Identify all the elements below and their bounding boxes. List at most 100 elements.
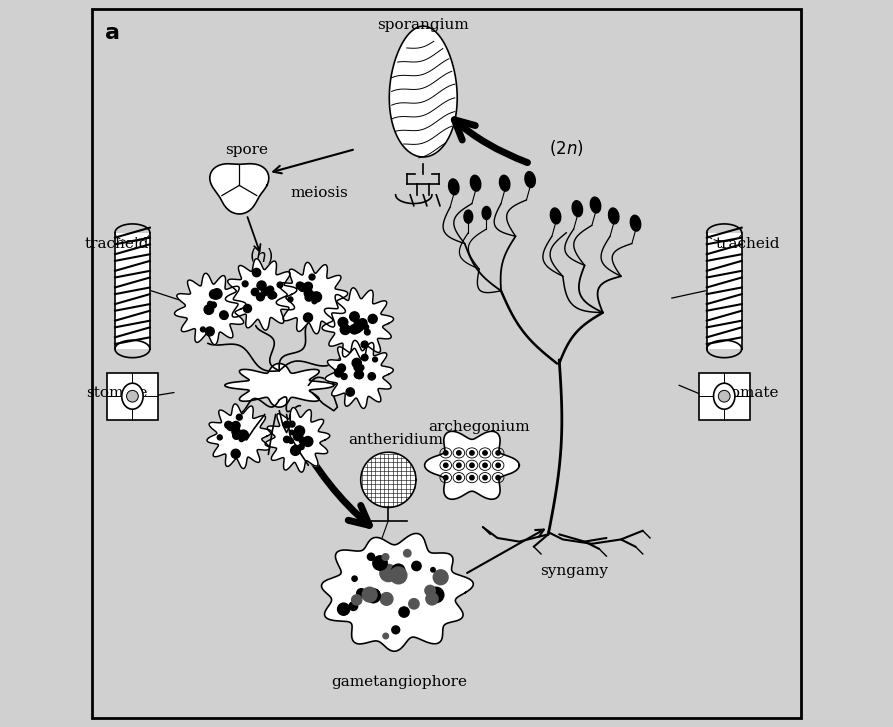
Circle shape	[253, 268, 261, 277]
Ellipse shape	[550, 208, 561, 224]
Circle shape	[221, 312, 228, 319]
Circle shape	[433, 570, 448, 585]
Polygon shape	[210, 164, 269, 214]
Circle shape	[355, 364, 361, 371]
Circle shape	[296, 282, 304, 289]
Circle shape	[412, 561, 421, 571]
Polygon shape	[425, 431, 519, 499]
Polygon shape	[276, 262, 347, 334]
Polygon shape	[325, 340, 393, 409]
Circle shape	[299, 438, 306, 444]
Circle shape	[444, 475, 448, 480]
Text: $(2n)$: $(2n)$	[549, 137, 584, 158]
Text: meiosis: meiosis	[290, 185, 348, 200]
Circle shape	[257, 281, 266, 290]
Circle shape	[358, 318, 367, 328]
Text: stomate: stomate	[86, 385, 147, 400]
Ellipse shape	[464, 210, 472, 223]
Circle shape	[346, 387, 355, 396]
Polygon shape	[174, 273, 246, 345]
Circle shape	[362, 354, 368, 361]
Polygon shape	[207, 404, 271, 468]
Circle shape	[220, 311, 228, 319]
Circle shape	[341, 374, 347, 379]
Circle shape	[409, 598, 419, 609]
Circle shape	[429, 587, 444, 603]
Circle shape	[496, 463, 500, 467]
Ellipse shape	[127, 390, 138, 402]
Polygon shape	[265, 408, 330, 472]
Circle shape	[298, 444, 305, 450]
Circle shape	[227, 422, 235, 430]
Circle shape	[267, 286, 273, 293]
Circle shape	[307, 289, 313, 294]
Circle shape	[239, 437, 244, 441]
Circle shape	[312, 299, 317, 304]
Circle shape	[404, 550, 411, 557]
Circle shape	[235, 427, 239, 433]
Circle shape	[366, 589, 380, 603]
Ellipse shape	[572, 201, 582, 217]
Ellipse shape	[590, 197, 601, 213]
Circle shape	[205, 327, 214, 336]
Circle shape	[238, 430, 248, 441]
Circle shape	[338, 603, 350, 615]
Circle shape	[305, 289, 312, 297]
Text: gametangiophore: gametangiophore	[331, 675, 467, 689]
Circle shape	[392, 626, 400, 634]
Circle shape	[211, 302, 216, 308]
Circle shape	[206, 307, 213, 313]
Circle shape	[309, 274, 315, 280]
Circle shape	[368, 314, 377, 324]
Bar	[115, 233, 150, 349]
Ellipse shape	[482, 206, 491, 220]
Circle shape	[399, 607, 409, 617]
Text: tracheid: tracheid	[84, 236, 149, 251]
Circle shape	[231, 449, 240, 458]
Text: archegonium: archegonium	[429, 419, 530, 434]
Circle shape	[262, 287, 269, 294]
Text: antheridium: antheridium	[348, 433, 443, 447]
Circle shape	[383, 633, 388, 639]
Circle shape	[372, 357, 378, 362]
Circle shape	[496, 451, 500, 455]
Circle shape	[225, 422, 232, 428]
Circle shape	[352, 576, 357, 582]
Circle shape	[390, 567, 407, 584]
Circle shape	[430, 568, 435, 572]
Circle shape	[338, 364, 346, 372]
Text: syngamy: syngamy	[539, 563, 608, 578]
Circle shape	[305, 294, 313, 301]
Text: sporangium: sporangium	[378, 18, 469, 33]
Circle shape	[268, 291, 276, 299]
Circle shape	[295, 426, 305, 436]
Circle shape	[358, 326, 363, 331]
Circle shape	[349, 602, 358, 611]
Circle shape	[251, 289, 259, 296]
Ellipse shape	[121, 383, 143, 409]
Circle shape	[444, 463, 448, 467]
Circle shape	[364, 329, 371, 335]
Circle shape	[382, 554, 388, 561]
Text: $(n)$: $(n)$	[249, 246, 273, 266]
Circle shape	[221, 313, 227, 318]
Circle shape	[217, 435, 222, 440]
Circle shape	[354, 326, 361, 333]
Circle shape	[355, 321, 359, 325]
Circle shape	[340, 324, 350, 334]
Circle shape	[232, 428, 239, 435]
Circle shape	[425, 585, 435, 595]
Circle shape	[277, 282, 283, 288]
Circle shape	[380, 564, 397, 582]
Circle shape	[356, 589, 366, 598]
Circle shape	[298, 284, 306, 292]
Text: stomate: stomate	[717, 385, 779, 400]
Circle shape	[232, 422, 240, 430]
Circle shape	[470, 475, 474, 480]
Circle shape	[483, 463, 488, 467]
Circle shape	[288, 439, 294, 443]
Polygon shape	[225, 364, 334, 407]
Circle shape	[350, 324, 359, 334]
Circle shape	[456, 451, 461, 455]
Ellipse shape	[714, 383, 735, 409]
